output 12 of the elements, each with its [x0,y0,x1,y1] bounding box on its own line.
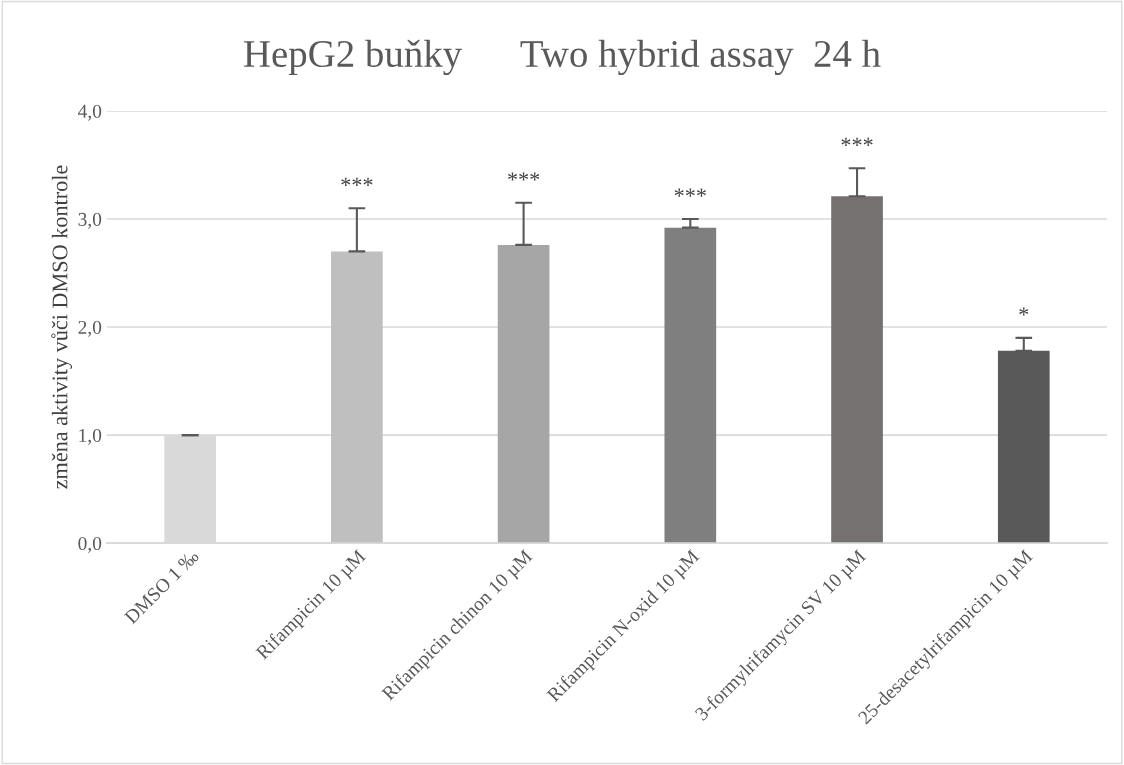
y-tick-label: 0,0 [78,536,102,553]
annotation: *** [674,188,706,197]
annotation: *** [341,177,373,186]
chart-title: HepG2 buňky Two hybrid assay 24 h [244,39,881,76]
annotation: * [1019,307,1029,316]
y-tick-label: 1,0 [79,428,102,445]
y-axis-title: změna aktivity vůči DMSO kontrole [51,165,73,489]
y-tick-label: 3,0 [78,212,102,229]
y-tick-label: 4,0 [77,104,102,121]
annotation: *** [508,172,540,181]
annotation: *** [841,137,873,146]
y-tick-label: 2,0 [78,320,102,337]
